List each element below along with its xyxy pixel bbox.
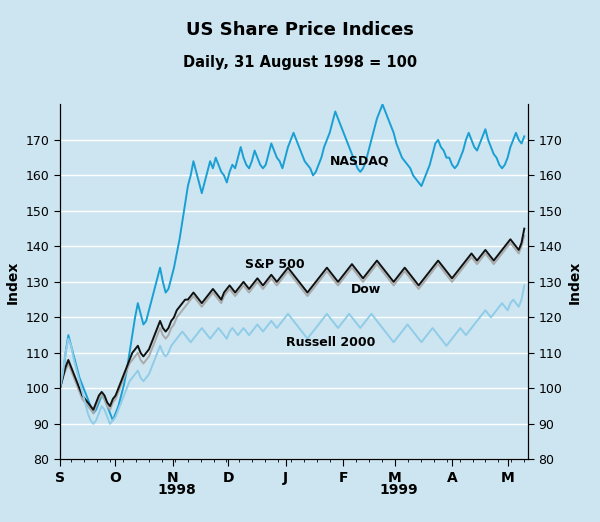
Text: Russell 2000: Russell 2000 <box>286 336 375 349</box>
Text: US Share Price Indices: US Share Price Indices <box>186 21 414 39</box>
Y-axis label: Index: Index <box>568 260 582 304</box>
Text: Daily, 31 August 1998 = 100: Daily, 31 August 1998 = 100 <box>183 55 417 70</box>
Text: NASDAQ: NASDAQ <box>330 155 389 168</box>
Y-axis label: Index: Index <box>6 260 20 304</box>
Text: S&P 500: S&P 500 <box>245 258 305 271</box>
Text: 1998: 1998 <box>158 483 196 497</box>
Text: 1999: 1999 <box>380 483 418 497</box>
Text: Dow: Dow <box>350 282 380 295</box>
